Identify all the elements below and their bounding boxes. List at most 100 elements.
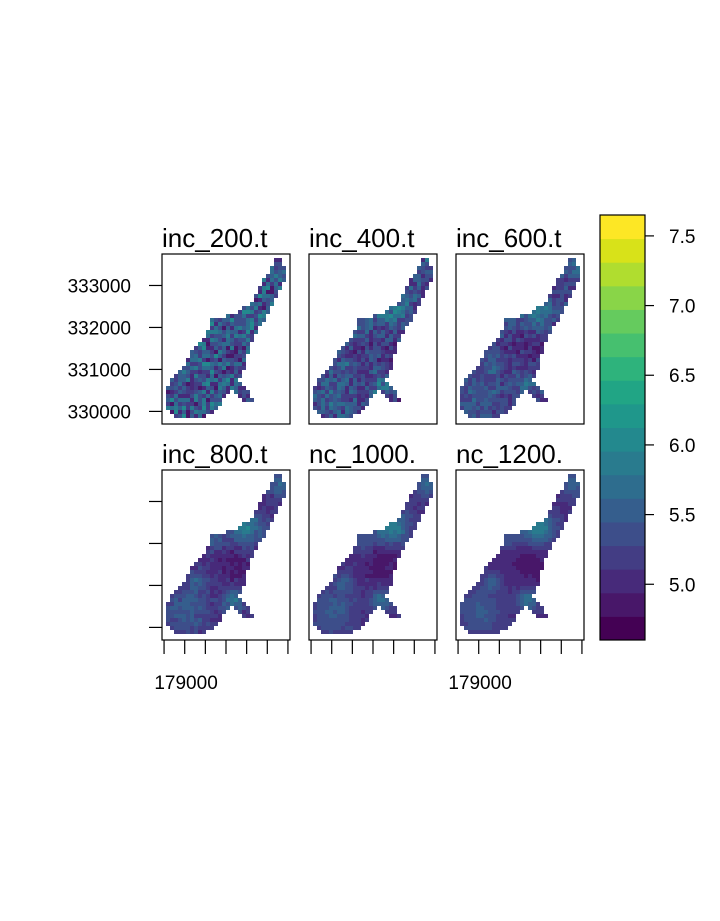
raster-cell [250, 318, 254, 322]
raster-cell [504, 574, 508, 578]
raster-cell [365, 338, 369, 342]
raster-cell [266, 506, 270, 510]
raster-cell [496, 578, 500, 582]
raster-cell [214, 330, 218, 334]
raster-cell [468, 590, 472, 594]
raster-cell [377, 358, 381, 362]
raster-cell [210, 406, 214, 410]
raster-cell [369, 330, 373, 334]
raster-cell [397, 518, 401, 522]
raster-cell [329, 582, 333, 586]
raster-cell [544, 526, 548, 530]
raster-cell [178, 614, 182, 618]
raster-cell [480, 602, 484, 606]
raster-cell [564, 486, 568, 490]
raster-cell [532, 334, 536, 338]
raster-cell [528, 594, 532, 598]
raster-cell [520, 542, 524, 546]
raster-cell [194, 574, 198, 578]
raster-cell [373, 606, 377, 610]
raster-cell [361, 370, 365, 374]
raster-cell [492, 378, 496, 382]
raster-cell [488, 614, 492, 618]
raster-cell [226, 346, 230, 350]
raster-cell [218, 538, 222, 542]
raster-cell [365, 618, 369, 622]
raster-cell [568, 502, 572, 506]
raster-cell [516, 326, 520, 330]
raster-cell [409, 282, 413, 286]
raster-cell [476, 398, 480, 402]
raster-cell [516, 542, 520, 546]
raster-cell [206, 334, 210, 338]
raster-cell [365, 550, 369, 554]
raster-cell [282, 490, 286, 494]
raster-cell [226, 366, 230, 370]
raster-cell [385, 314, 389, 318]
raster-cell [218, 606, 222, 610]
raster-cell [484, 606, 488, 610]
raster-cell [564, 482, 568, 486]
raster-cell [532, 598, 536, 602]
raster-cell [250, 530, 254, 534]
raster-cell [258, 506, 262, 510]
raster-cell [186, 622, 190, 626]
raster-cell [190, 390, 194, 394]
raster-cell [341, 602, 345, 606]
raster-cell [278, 286, 282, 290]
raster-cell [349, 370, 353, 374]
raster-cell [194, 594, 198, 598]
raster-cell [524, 574, 528, 578]
raster-cell [214, 614, 218, 618]
raster-cell [496, 370, 500, 374]
raster-cell [377, 318, 381, 322]
raster-cell [361, 322, 365, 326]
raster-cell [202, 382, 206, 386]
raster-cell [536, 330, 540, 334]
raster-cell [329, 366, 333, 370]
raster-cell [254, 314, 258, 318]
raster-cell [552, 298, 556, 302]
raster-cell [508, 570, 512, 574]
raster-cell [250, 322, 254, 326]
raster-cell [337, 390, 341, 394]
raster-cell [222, 382, 226, 386]
raster-cell [170, 594, 174, 598]
raster-cell [500, 626, 504, 630]
raster-cell [468, 402, 472, 406]
raster-cell [250, 534, 254, 538]
raster-cell [166, 618, 170, 622]
raster-cell [218, 342, 222, 346]
raster-cell [500, 550, 504, 554]
raster-cell [385, 310, 389, 314]
raster-cell [262, 290, 266, 294]
raster-cell [552, 314, 556, 318]
raster-cell [397, 318, 401, 322]
raster-cell [214, 366, 218, 370]
raster-cell [520, 574, 524, 578]
raster-cell [325, 594, 329, 598]
raster-cell [520, 378, 524, 382]
colorbar-legend: 5.05.56.06.57.07.5 [599, 214, 695, 641]
raster-cell [401, 526, 405, 530]
raster-cell [361, 542, 365, 546]
raster-cell [357, 386, 361, 390]
raster-cell [282, 270, 286, 274]
raster-cell [556, 286, 560, 290]
raster-cell [258, 302, 262, 306]
raster-cell [425, 502, 429, 506]
raster-cell [246, 306, 250, 310]
raster-cell [321, 406, 325, 410]
raster-cell [206, 354, 210, 358]
raster-cell [210, 410, 214, 414]
raster-cell [202, 386, 206, 390]
raster-cell [500, 350, 504, 354]
raster-cell [210, 570, 214, 574]
raster-cell [381, 342, 385, 346]
raster-cell [246, 346, 250, 350]
raster-cell [504, 346, 508, 350]
raster-cell [516, 318, 520, 322]
raster-cell [218, 618, 222, 622]
raster-cell [516, 566, 520, 570]
raster-cell [417, 294, 421, 298]
